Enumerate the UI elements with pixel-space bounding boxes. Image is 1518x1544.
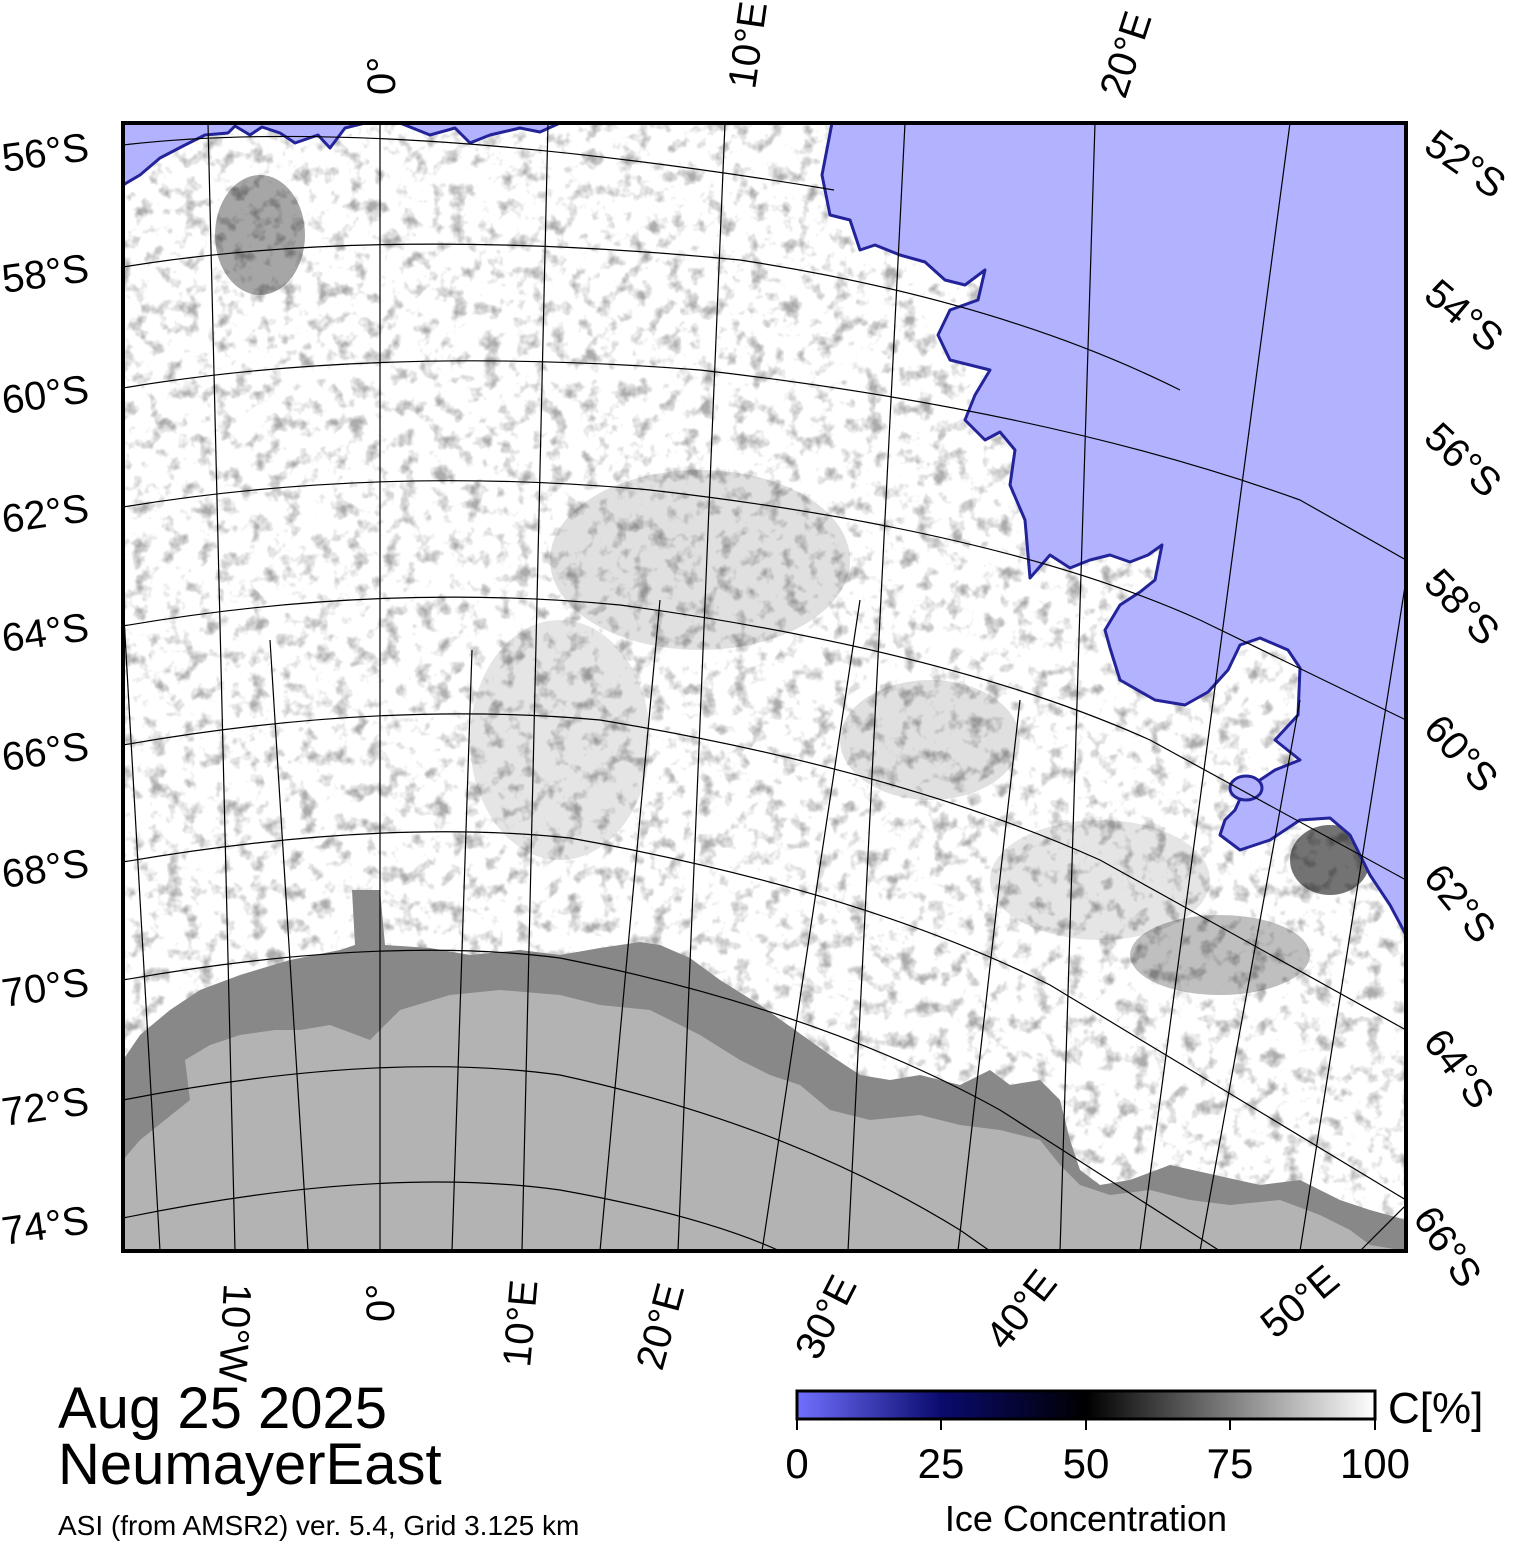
data-source: ASI (from AMSR2) ver. 5.4, Grid 3.125 km [58,1510,580,1541]
right-lat-label: 54°S [1416,271,1511,361]
bottom-lon-label: 0° [359,1284,403,1322]
bottom-lon-label: 30°E [787,1268,866,1366]
top-lon-label: 0° [360,57,404,95]
left-latitude-labels: 56°S 58°S 60°S 62°S 64°S 66°S 68°S 70°S … [0,125,92,1254]
parallel-64S [123,596,1406,881]
open-water-polynya [1228,774,1264,802]
parallel-56S [123,135,835,191]
left-lat-label: 58°S [0,246,92,302]
left-lat-label: 70°S [0,960,92,1016]
left-lat-label: 68°S [0,841,92,897]
meridian-30E-upper [1059,123,1096,1251]
bottom-lon-label: 50°E [1253,1257,1348,1347]
colorbar-ticks [796,1419,1376,1430]
bottom-lon-label: 20°E [628,1279,693,1375]
meridian-20E-upper [847,123,906,1251]
map-date: Aug 25 2025 [58,1376,387,1441]
left-lat-label: 72°S [0,1079,92,1135]
left-lat-label: 66°S [0,724,92,780]
meridian-20W [123,599,161,1251]
left-lat-label: 62°S [0,486,92,542]
left-lat-label: 60°S [0,367,92,423]
open-water [398,123,562,145]
right-lat-label: 62°S [1415,856,1504,951]
parallel-66S [123,713,1406,1031]
right-lat-label: 60°S [1415,707,1506,801]
colorbar-tick-label: 0 [785,1440,809,1487]
parallel-72S [123,1066,991,1251]
meridian-15E [599,599,661,1251]
graticule [123,123,1406,1251]
meridian-35E [957,699,1021,1251]
colorbar-title: Ice Concentration [944,1498,1228,1539]
meridian-55E [1359,1204,1406,1251]
left-lat-label: 74°S [0,1198,92,1254]
right-lat-label: 56°S [1416,414,1510,506]
meridian-5W [269,639,309,1251]
colorbar-unit: C[%] [1388,1384,1484,1433]
bottom-lon-label: 10°W [210,1283,259,1384]
meridian-50E-upper [1299,579,1406,1251]
colorbar-tick-label: 75 [1206,1440,1254,1487]
right-lat-label: 58°S [1416,561,1508,654]
top-lon-label: 20°E [1092,6,1161,103]
meridian-40E-upper [1139,123,1291,1251]
colorbar-tick-label: 100 [1339,1440,1411,1487]
parallel-62S [123,480,1406,721]
open-water [820,123,1406,937]
colorbar-tick-label: 25 [917,1440,965,1487]
left-lat-label: 56°S [0,125,92,181]
colorbar [795,1389,1377,1430]
meridian-25E [761,599,861,1251]
region-name: NeumayerEast [58,1432,442,1497]
meridian-5E [451,649,473,1251]
parallel-68S [123,831,1406,1201]
open-water [123,123,367,187]
colorbar-gradient [795,1389,1377,1421]
bottom-lon-label: 10°E [495,1278,546,1369]
parallel-70S [123,949,1221,1251]
ice-density-patches [215,175,1370,995]
right-lat-label: 52°S [1417,121,1514,207]
left-lat-label: 64°S [0,605,92,661]
top-longitude-labels: 0° 10°E 20°E [360,0,1160,103]
meridian-10E-upper [677,123,726,1251]
map-frame [121,121,1408,1253]
top-lon-label: 10°E [720,0,776,91]
meridian-10W [207,123,236,1251]
bottom-longitude-labels: 10°W 0° 10°E 20°E 30°E 40°E 50°E [210,1257,1348,1383]
parallel-74S [123,1181,781,1251]
meridian-45E [1199,699,1301,1251]
parallel-60S [123,360,1406,561]
antarctica-land [123,990,1406,1251]
parallel-58S [123,243,1181,391]
right-lat-label: 66°S [1405,1198,1490,1295]
meridian-10E-lower [521,123,549,1251]
right-lat-label: 64°S [1415,1021,1503,1117]
bottom-lon-label: 40°E [977,1262,1065,1358]
right-latitude-labels: 52°S 54°S 56°S 58°S 60°S 62°S 64°S 66°S [1405,121,1514,1295]
colorbar-tick-label: 50 [1062,1440,1110,1487]
